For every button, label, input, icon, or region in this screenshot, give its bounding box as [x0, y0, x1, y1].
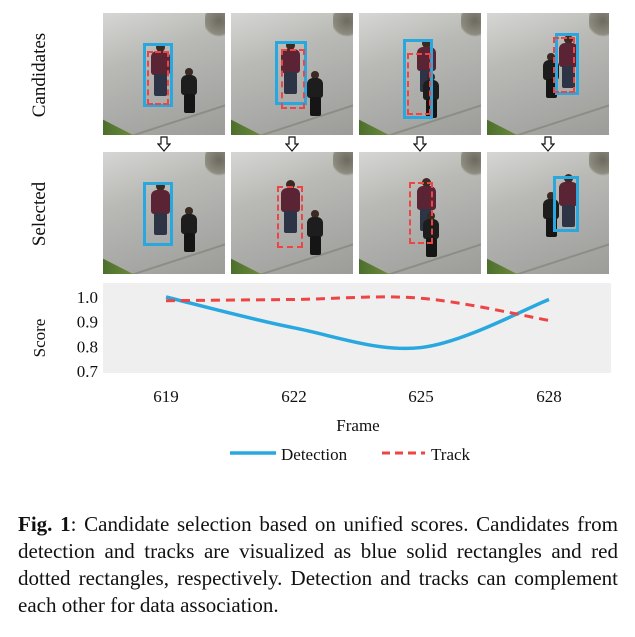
score-chart: Score 0.7 0.8 0.9 1.0 619 622 625 628 Frame Detect… [30, 288, 562, 464]
pedestrian-head [156, 182, 165, 191]
detection-box [143, 43, 173, 107]
pedestrian-body [307, 77, 324, 99]
down-arrow-icon [157, 136, 171, 152]
scene-tree [589, 13, 609, 39]
chart-plot-area [103, 283, 611, 373]
down-arrow-icon [285, 136, 299, 152]
pedestrian-head [286, 180, 295, 189]
pedestrian-legs [183, 233, 195, 253]
image-panel-candidates-619 [103, 13, 225, 135]
pedestrian-head [156, 43, 165, 52]
x-tick-label: 619 [153, 387, 179, 406]
pedestrian-head [286, 41, 295, 50]
track-box [407, 53, 431, 115]
down-arrow-icon [413, 136, 427, 152]
pedestrian-legs [545, 79, 557, 99]
image-panel-selected-628 [487, 152, 609, 274]
track-box [553, 37, 575, 93]
detection-box [553, 176, 579, 232]
caption-label: Fig. 1 [18, 512, 71, 536]
pedestrian-head [185, 207, 193, 215]
pedestrian-legs [154, 213, 167, 235]
scene-tree [205, 13, 225, 39]
pedestrian-body [281, 49, 300, 73]
detection-box [403, 39, 433, 119]
scene-tree [461, 13, 481, 39]
scene-tree [333, 152, 353, 178]
pedestrian-head [422, 39, 431, 48]
pedestrian-legs [545, 218, 557, 238]
x-tick-label: 622 [281, 387, 307, 406]
y-tick-label: 0.8 [77, 337, 98, 356]
pedestrian-legs [309, 97, 321, 117]
pedestrian-head [185, 68, 193, 76]
track-box [409, 182, 433, 244]
x-tick-label: 625 [408, 387, 434, 406]
legend-label-detection: Detection [281, 445, 348, 464]
x-axis-label: Frame [336, 416, 379, 435]
detection-box [143, 182, 173, 246]
pedestrian-legs [284, 72, 297, 94]
detection-box [555, 33, 579, 95]
pedestrian-head [311, 71, 319, 79]
image-panel-selected-619 [103, 152, 225, 274]
scene-tree [461, 152, 481, 178]
image-panel-selected-622 [231, 152, 353, 274]
pedestrian-legs [154, 74, 167, 96]
pedestrian-body [307, 216, 324, 238]
pedestrian-head [311, 210, 319, 218]
track-box [277, 186, 303, 248]
pedestrian-body [151, 51, 170, 75]
pedestrian-head [547, 192, 555, 200]
image-panel-selected-625 [359, 152, 481, 274]
pedestrian-legs [562, 205, 575, 227]
pedestrian-legs [309, 236, 321, 256]
track-box [281, 49, 305, 109]
down-arrow-icon [541, 136, 555, 152]
pedestrian-legs [425, 238, 437, 258]
pedestrian-head [564, 35, 573, 44]
y-tick-label: 1.0 [77, 288, 98, 307]
caption-text: : Candidate selection based on unified s… [18, 512, 618, 617]
track-box [147, 51, 169, 105]
pedestrian-body [181, 213, 198, 235]
pedestrian-body [151, 190, 170, 214]
series-line-detection [165, 295, 550, 351]
scene-tree [205, 152, 225, 178]
image-panel-candidates-625 [359, 13, 481, 135]
image-panel-candidates-628 [487, 13, 609, 135]
pedestrian-legs [562, 66, 575, 88]
image-panel-candidates-622 [231, 13, 353, 135]
pedestrian-body [181, 74, 198, 96]
pedestrian-head [547, 53, 555, 61]
scene-tree [333, 13, 353, 39]
pedestrian-body [281, 188, 300, 212]
figure-caption: Fig. 1: Candidate selection based on uni… [18, 511, 618, 619]
scene-tree [589, 152, 609, 178]
y-tick-label: 0.7 [77, 362, 99, 381]
legend-label-track: Track [431, 445, 471, 464]
y-axis-label: Score [30, 319, 49, 358]
series-line-track [165, 295, 550, 322]
pedestrian-body [559, 182, 578, 206]
pedestrian-legs [284, 211, 297, 233]
x-tick-label: 628 [536, 387, 562, 406]
detection-box [275, 41, 307, 105]
pedestrian-legs [183, 94, 195, 114]
y-tick-label: 0.9 [77, 313, 98, 332]
